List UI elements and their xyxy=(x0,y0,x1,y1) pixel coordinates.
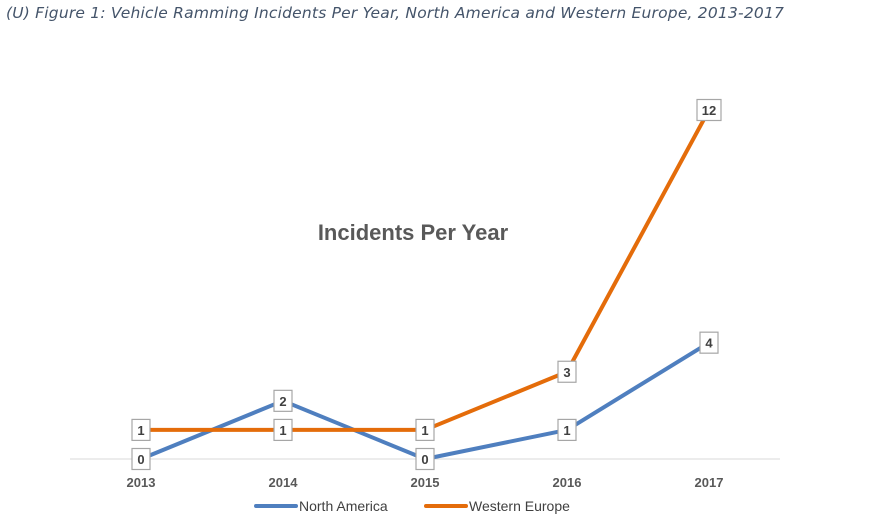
series-line-north-america xyxy=(139,340,711,461)
data-label-value: 1 xyxy=(137,423,144,438)
legend-item-north-america: North America xyxy=(254,498,388,514)
data-label-north-america-2013: 0 xyxy=(131,447,151,471)
data-label-western-europe-2014: 1 xyxy=(273,418,293,442)
data-label-value: 2 xyxy=(279,394,286,409)
data-label-value: 4 xyxy=(705,336,713,351)
data-label-north-america-2017: 4 xyxy=(699,331,719,354)
data-label-value: 1 xyxy=(279,423,286,438)
data-label-north-america-2014: 2 xyxy=(273,389,293,412)
data-label-value: 0 xyxy=(137,452,144,467)
data-label-box xyxy=(557,360,577,383)
data-label-box xyxy=(557,418,577,442)
series-layer xyxy=(139,108,711,461)
legend-item-western-europe: Western Europe xyxy=(424,498,570,514)
data-label-box xyxy=(696,98,722,122)
legend-label: Western Europe xyxy=(469,498,570,514)
series-line-western-europe xyxy=(139,108,711,432)
data-label-box xyxy=(273,418,293,442)
legend-label: North America xyxy=(299,498,388,514)
legend: North America Western Europe xyxy=(254,498,570,514)
data-label-value: 1 xyxy=(563,423,570,438)
data-label-western-europe-2017: 12 xyxy=(696,98,722,122)
data-label-box xyxy=(131,418,151,442)
data-label-value: 3 xyxy=(563,365,570,380)
figure-caption: (U) Figure 1: Vehicle Ramming Incidents … xyxy=(6,4,785,22)
data-labels: 0 2 0 1 4 1 1 1 3 12 xyxy=(131,98,722,471)
x-tick-label-2013: 2013 xyxy=(127,475,156,490)
chart-title: Incidents Per Year xyxy=(318,220,509,245)
data-label-north-america-2016: 1 xyxy=(557,418,577,442)
x-tick-label-2017: 2017 xyxy=(695,475,724,490)
data-label-box xyxy=(131,447,151,471)
data-label-western-europe-2015: 1 xyxy=(415,418,435,442)
x-tick-labels: 2013 2014 2015 2016 2017 xyxy=(127,475,724,490)
data-label-value: 0 xyxy=(421,452,428,467)
data-label-north-america-2015: 0 xyxy=(415,447,435,471)
data-label-western-europe-2016: 3 xyxy=(557,360,577,383)
data-label-box xyxy=(415,418,435,442)
data-label-box xyxy=(699,331,719,354)
x-tick-label-2015: 2015 xyxy=(411,475,440,490)
data-label-box xyxy=(415,447,435,471)
data-label-western-europe-2013: 1 xyxy=(131,418,151,442)
data-label-box xyxy=(273,389,293,412)
data-label-value: 1 xyxy=(421,423,428,438)
x-tick-label-2016: 2016 xyxy=(553,475,582,490)
x-tick-label-2014: 2014 xyxy=(269,475,299,490)
data-label-value: 12 xyxy=(702,103,716,118)
